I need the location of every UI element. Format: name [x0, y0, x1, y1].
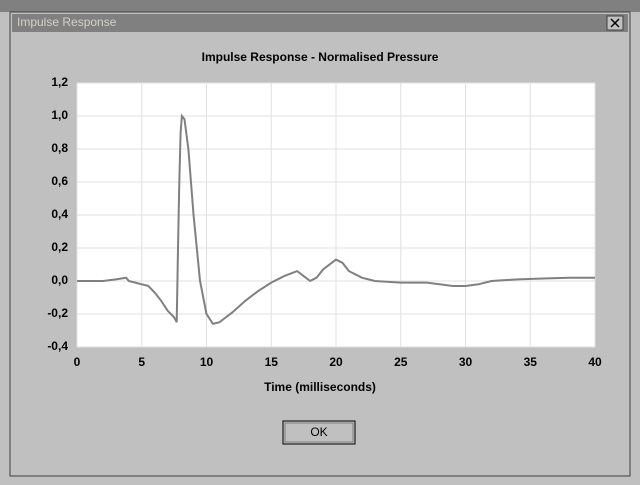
- background-title-bar: [0, 0, 640, 12]
- chart-title: Impulse Response - Normalised Pressure: [202, 50, 439, 64]
- x-tick-label: 30: [459, 355, 473, 369]
- y-tick-label: 0,0: [51, 273, 68, 287]
- y-tick-label: 0,6: [51, 174, 68, 188]
- x-tick-label: 25: [394, 355, 408, 369]
- y-tick-label: -0,4: [47, 339, 68, 353]
- x-tick-label: 20: [329, 355, 343, 369]
- x-tick-label: 35: [524, 355, 538, 369]
- y-tick-label: 0,4: [51, 207, 68, 221]
- x-tick-label: 40: [588, 355, 602, 369]
- y-tick-label: -0,2: [47, 306, 68, 320]
- y-tick-label: 0,2: [51, 240, 68, 254]
- x-tick-label: 5: [138, 355, 145, 369]
- y-tick-label: 1,2: [51, 75, 68, 89]
- dialog-title: Impulse Response: [17, 15, 117, 29]
- ok-button[interactable]: OK: [282, 420, 356, 445]
- y-tick-label: 0,8: [51, 141, 68, 155]
- x-tick-label: 15: [265, 355, 279, 369]
- dialog-title-bar: [12, 14, 628, 32]
- close-button[interactable]: [606, 15, 624, 31]
- line: [77, 113, 595, 326]
- y-tick-label: 1,0: [51, 108, 68, 122]
- ok-label: OK: [310, 425, 327, 439]
- x-tick-label: 10: [200, 355, 214, 369]
- x-axis-label: Time (milliseconds): [264, 380, 376, 394]
- x-tick-label: 0: [74, 355, 81, 369]
